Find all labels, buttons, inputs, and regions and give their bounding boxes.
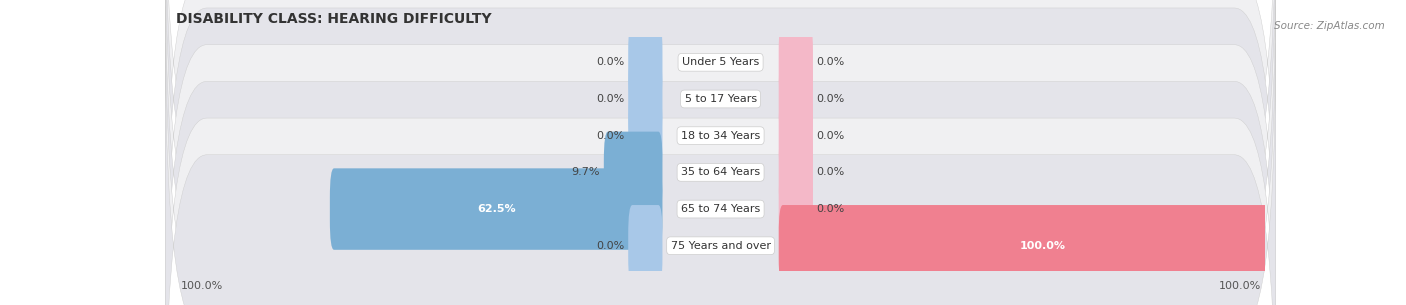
FancyBboxPatch shape <box>166 0 1275 302</box>
Text: 35 to 64 Years: 35 to 64 Years <box>681 167 761 178</box>
FancyBboxPatch shape <box>166 0 1275 265</box>
FancyBboxPatch shape <box>779 95 813 176</box>
FancyBboxPatch shape <box>166 0 1275 305</box>
FancyBboxPatch shape <box>779 205 1306 286</box>
FancyBboxPatch shape <box>330 168 662 250</box>
FancyBboxPatch shape <box>166 43 1275 305</box>
Text: 100.0%: 100.0% <box>1019 241 1066 251</box>
Text: 65 to 74 Years: 65 to 74 Years <box>681 204 761 214</box>
FancyBboxPatch shape <box>166 0 1275 305</box>
FancyBboxPatch shape <box>779 168 813 250</box>
FancyBboxPatch shape <box>166 6 1275 305</box>
FancyBboxPatch shape <box>779 22 813 103</box>
Text: 5 to 17 Years: 5 to 17 Years <box>685 94 756 104</box>
FancyBboxPatch shape <box>628 22 662 103</box>
FancyBboxPatch shape <box>628 58 662 140</box>
FancyBboxPatch shape <box>779 58 813 140</box>
Text: 75 Years and over: 75 Years and over <box>671 241 770 251</box>
Text: 0.0%: 0.0% <box>596 94 624 104</box>
Text: 0.0%: 0.0% <box>817 204 845 214</box>
Text: 0.0%: 0.0% <box>817 167 845 178</box>
Text: 0.0%: 0.0% <box>596 241 624 251</box>
Text: DISABILITY CLASS: HEARING DIFFICULTY: DISABILITY CLASS: HEARING DIFFICULTY <box>176 12 491 26</box>
Text: 0.0%: 0.0% <box>596 131 624 141</box>
Text: 0.0%: 0.0% <box>817 57 845 67</box>
FancyBboxPatch shape <box>779 132 813 213</box>
Text: 62.5%: 62.5% <box>477 204 516 214</box>
Text: 9.7%: 9.7% <box>572 167 600 178</box>
Text: Under 5 Years: Under 5 Years <box>682 57 759 67</box>
FancyBboxPatch shape <box>628 205 662 286</box>
Text: 0.0%: 0.0% <box>596 57 624 67</box>
FancyBboxPatch shape <box>628 95 662 176</box>
FancyBboxPatch shape <box>603 132 662 213</box>
Text: 0.0%: 0.0% <box>817 131 845 141</box>
Text: Source: ZipAtlas.com: Source: ZipAtlas.com <box>1274 21 1385 31</box>
Text: 18 to 34 Years: 18 to 34 Years <box>681 131 761 141</box>
Text: 0.0%: 0.0% <box>817 94 845 104</box>
